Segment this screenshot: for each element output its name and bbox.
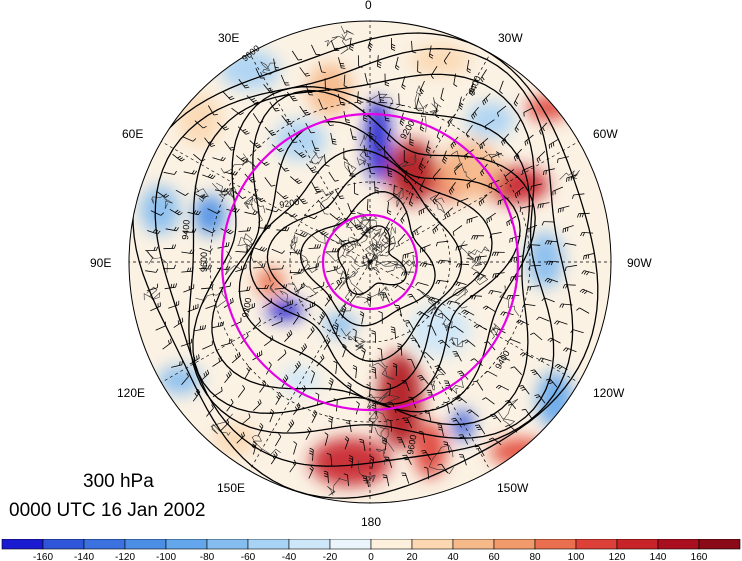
- lon-label-150e: 150E: [217, 481, 246, 495]
- magenta-rings: [220, 112, 520, 412]
- colorbar-swatch: [165, 539, 208, 550]
- lon-label-30e: 30E: [218, 31, 240, 45]
- colorbar-tick-label: -40: [282, 552, 297, 561]
- colorbar-swatch: [42, 539, 85, 550]
- lon-label-120w: 120W: [593, 386, 625, 400]
- colorbar-swatch: [575, 539, 618, 550]
- colorbar-swatch: [124, 539, 167, 550]
- colorbar-tick-label: -60: [241, 552, 256, 561]
- colorbar-tick-label: 40: [447, 552, 459, 561]
- lon-label-60w: 60W: [593, 127, 618, 141]
- contour-label: 9200: [240, 297, 253, 318]
- lon-label-120e: 120E: [117, 386, 146, 400]
- lon-label-150w: 150W: [497, 481, 529, 495]
- lon-label-30w: 30W: [498, 31, 523, 45]
- colorbar-swatch: [493, 539, 536, 550]
- colorbar: -160 -140 -120 -100 -80 -60 -40 -20 0 20 40 60 80 100…: [1, 539, 741, 561]
- colorbar-tick-label: 0: [368, 552, 374, 561]
- colorbar-swatch: [206, 539, 249, 550]
- colorbar-swatch: [288, 539, 331, 550]
- colorbar-tick-label: -140: [74, 552, 94, 561]
- colorbar-tick-label: 20: [406, 552, 418, 561]
- lon-label-180: 180: [361, 515, 382, 529]
- map-border: [128, 20, 612, 504]
- lon-label-60e: 60E: [122, 127, 144, 141]
- title-level: 300 hPa: [83, 471, 154, 492]
- colorbar-tick-label: -20: [323, 552, 338, 561]
- colorbar-tick-label: 100: [568, 552, 585, 561]
- colorbar-tick-label: 160: [691, 552, 708, 561]
- colorbar-swatch: [411, 539, 454, 550]
- colorbar-tick-label: -100: [156, 552, 176, 561]
- colorbar-swatch: [1, 539, 44, 550]
- colorbar-swatch: [657, 539, 700, 550]
- colorbar-tick-label: 80: [529, 552, 541, 561]
- wind-barbs: [145, 36, 595, 488]
- colorbar-swatch: [247, 539, 290, 550]
- contour-label: 9600: [405, 434, 418, 455]
- contour-label: 9600: [199, 252, 209, 272]
- colorbar-tick-label: 60: [488, 552, 500, 561]
- title-time: 0000 UTC 16 Jan 2002: [9, 500, 206, 521]
- lon-label-90w: 90W: [627, 256, 652, 270]
- colorbar-swatch: [452, 539, 495, 550]
- colorbar-swatch: [616, 539, 659, 550]
- colorbar-swatch: [329, 539, 372, 550]
- contour-label: 9400: [180, 219, 192, 240]
- colorbar-tick-label: -160: [33, 552, 53, 561]
- colorbar-tick-label: -120: [115, 552, 135, 561]
- colorbar-tick-label: 140: [650, 552, 667, 561]
- colorbar-tick-label: -80: [200, 552, 215, 561]
- colorbar-swatch: [83, 539, 126, 550]
- colorbar-swatch: [534, 539, 577, 550]
- lat-lon-grid: [129, 21, 611, 503]
- colorbar-swatch: [698, 539, 741, 550]
- contour-label: 9200: [279, 197, 300, 210]
- lon-label-90e: 90E: [90, 256, 112, 270]
- colorbar-tick-label: 120: [609, 552, 626, 561]
- lon-label-0: 0: [365, 0, 372, 12]
- colorbar-swatch: [370, 539, 413, 550]
